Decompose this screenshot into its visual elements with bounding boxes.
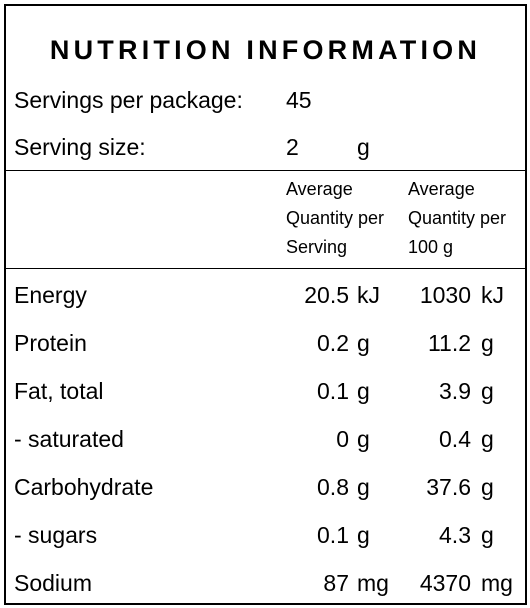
nutrient-row-sodium: Sodium 87 mg 4370 mg: [6, 559, 525, 607]
per-100g-value: 1030: [419, 282, 471, 308]
panel-title: NUTRITION INFORMATION: [49, 35, 482, 65]
per-serving-unit: mg: [357, 570, 389, 596]
nutrient-name: Fat, total: [14, 378, 104, 404]
per-serving-unit: g: [357, 330, 370, 356]
per-100g-value: 3.9: [439, 378, 471, 404]
nutrition-panel: NUTRITION INFORMATION Servings per packa…: [4, 4, 527, 605]
per-serving-unit: kJ: [357, 282, 380, 308]
per-serving-value: 0.2: [317, 330, 349, 356]
per-100g-value: 0.4: [439, 426, 471, 452]
per-serving-unit: g: [357, 522, 370, 548]
per-100g-column-header: Average Quantity per 100 g: [408, 179, 507, 257]
per-100g-value: 4370: [419, 570, 471, 596]
nutrient-name: Protein: [14, 330, 87, 356]
nutrient-row-fat-total: Fat, total 0.1 g 3.9 g: [6, 367, 525, 415]
serving-size-value: 2: [286, 134, 299, 160]
servings-per-package-value: 45: [286, 87, 312, 113]
per-serving-value: 0.1: [317, 378, 349, 404]
per-100g-unit: kJ: [481, 282, 504, 308]
per-serving-unit: g: [357, 426, 370, 452]
per-serving-value: 0.8: [317, 474, 349, 500]
per-serving-value: 0: [336, 426, 349, 452]
per-100g-unit: g: [481, 378, 494, 404]
nutrient-name: - sugars: [14, 522, 98, 548]
nutrient-name: - saturated: [14, 426, 124, 452]
per-serving-value: 20.5: [304, 282, 349, 308]
per-serving-value: 87: [323, 570, 349, 596]
header-divider-bottom: [6, 268, 525, 269]
per-100g-value: 37.6: [426, 474, 471, 500]
servings-per-package-label: Servings per package:: [14, 87, 243, 113]
nutrient-row-energy: Energy 20.5 kJ 1030 kJ: [6, 271, 525, 319]
serving-size-label: Serving size:: [14, 134, 146, 160]
nutrient-name: Carbohydrate: [14, 474, 154, 500]
per-serving-column-header: Average Quantity per Serving: [286, 179, 385, 257]
per-serving-value: 0.1: [317, 522, 349, 548]
nutrient-name: Energy: [14, 282, 87, 308]
serving-size-unit: g: [357, 134, 370, 160]
per-100g-value: 11.2: [427, 330, 471, 356]
nutrient-row-sugars: - sugars 0.1 g 4.3 g: [6, 511, 525, 559]
nutrient-name: Sodium: [14, 570, 92, 596]
per-serving-unit: g: [357, 378, 370, 404]
per-100g-unit: mg: [481, 570, 513, 596]
per-100g-unit: g: [481, 330, 494, 356]
header-divider-top: [6, 170, 525, 171]
per-100g-unit: g: [481, 474, 494, 500]
per-100g-unit: g: [481, 426, 494, 452]
per-serving-unit: g: [357, 474, 370, 500]
per-100g-value: 4.3: [439, 522, 471, 548]
per-100g-unit: g: [481, 522, 494, 548]
nutrient-row-protein: Protein 0.2 g 11.2 g: [6, 319, 525, 367]
nutrient-row-carbohydrate: Carbohydrate 0.8 g 37.6 g: [6, 463, 525, 511]
nutrient-row-saturated: - saturated 0 g 0.4 g: [6, 415, 525, 463]
